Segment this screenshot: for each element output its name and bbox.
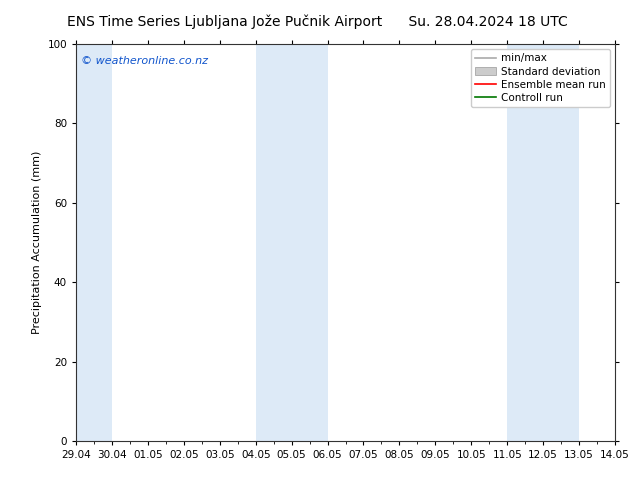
Bar [256,44,328,441]
Text: © weatheronline.co.nz: © weatheronline.co.nz [81,56,209,66]
Legend: min/max, Standard deviation, Ensemble mean run, Controll run: min/max, Standard deviation, Ensemble me… [470,49,610,107]
Y-axis label: Precipitation Accumulation (mm): Precipitation Accumulation (mm) [32,151,42,334]
Text: ENS Time Series Ljubljana Jože Pučnik Airport      Su. 28.04.2024 18 UTC: ENS Time Series Ljubljana Jože Pučnik Ai… [67,15,567,29]
Bar [76,44,112,441]
Bar [507,44,579,441]
